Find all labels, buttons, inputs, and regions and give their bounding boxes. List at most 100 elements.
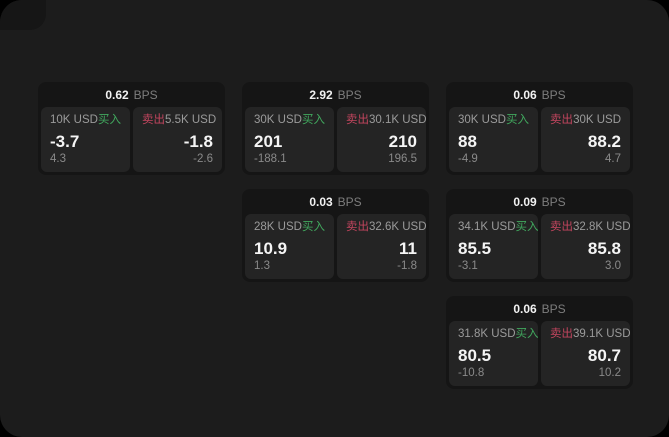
bps-unit-label: BPS (541, 194, 566, 209)
sell-price: 11 (399, 238, 417, 258)
quote-card: 0.62 BPS 10K USD 买入 -3.7 4.3 卖出 5.5K USD (38, 82, 225, 175)
buy-change: -188.1 (254, 152, 287, 165)
quote-card-body: 10K USD 买入 -3.7 4.3 卖出 5.5K USD -1.8 -2.… (41, 107, 222, 172)
buy-side-label: 买入 (302, 114, 325, 126)
corner-app-icon[interactable] (0, 0, 46, 30)
bps-unit-label: BPS (337, 194, 362, 209)
sell-side-label: 卖出 (550, 328, 573, 340)
buy-panel-top: 30K USD 买入 (254, 114, 325, 127)
buy-panel[interactable]: 28K USD 买入 10.9 1.3 (245, 214, 334, 279)
quote-card: 0.06 BPS 30K USD 买入 88 -4.9 卖出 30K USD (446, 82, 633, 175)
buy-change: 4.3 (50, 152, 66, 165)
sell-price: -1.8 (183, 131, 213, 151)
buy-side-label: 买入 (98, 114, 121, 126)
sell-panel[interactable]: 卖出 39.1K USD 80.7 10.2 (541, 321, 631, 386)
sell-amount: 39.1K USD (573, 328, 631, 340)
bps-value: 0.06 (513, 301, 537, 316)
buy-price: 80.5 (458, 345, 492, 365)
buy-panel-top: 31.8K USD 买入 (458, 328, 539, 341)
sell-price: 80.7 (587, 345, 621, 365)
bps-value: 0.62 (105, 87, 129, 102)
buy-price: 85.5 (458, 238, 492, 258)
sell-amount: 30.1K USD (369, 114, 427, 126)
buy-panel-top: 28K USD 买入 (254, 221, 325, 234)
quote-card: 0.06 BPS 31.8K USD 买入 80.5 -10.8 卖出 39.1… (446, 296, 633, 389)
sell-panel[interactable]: 卖出 30.1K USD 210 196.5 (337, 107, 427, 172)
bps-header: 0.09 BPS (449, 189, 630, 214)
bps-value: 0.09 (513, 194, 537, 209)
buy-panel[interactable]: 30K USD 买入 88 -4.9 (449, 107, 538, 172)
sell-price: 88.2 (587, 131, 621, 151)
bps-value: 2.92 (309, 87, 333, 102)
buy-side-label: 买入 (515, 328, 539, 340)
bps-header: 0.06 BPS (449, 82, 630, 107)
bps-unit-label: BPS (541, 87, 566, 102)
buy-price: 10.9 (254, 238, 288, 258)
quote-card-body: 30K USD 买入 88 -4.9 卖出 30K USD 88.2 4.7 (449, 107, 630, 172)
buy-amount: 34.1K USD (458, 221, 516, 233)
sell-panel-top: 卖出 39.1K USD (550, 328, 631, 341)
buy-amount: 30K USD (254, 114, 302, 126)
buy-amount: 31.8K USD (458, 328, 516, 340)
quote-card-body: 34.1K USD 买入 85.5 -3.1 卖出 32.8K USD 85.8… (449, 214, 631, 279)
buy-panel-top: 30K USD 买入 (458, 114, 529, 127)
buy-change: -3.1 (458, 259, 478, 272)
buy-panel-top: 34.1K USD 买入 (458, 221, 539, 234)
quote-card-grid: 0.62 BPS 10K USD 买入 -3.7 4.3 卖出 5.5K USD (38, 82, 633, 389)
sell-panel[interactable]: 卖出 32.8K USD 85.8 3.0 (541, 214, 631, 279)
sell-change: -2.6 (193, 152, 213, 165)
sell-change: 196.5 (388, 152, 417, 165)
buy-side-label: 买入 (515, 221, 539, 233)
buy-panel[interactable]: 30K USD 买入 201 -188.1 (245, 107, 334, 172)
sell-side-label: 卖出 (550, 114, 573, 126)
sell-amount: 32.8K USD (573, 221, 631, 233)
bps-value: 0.03 (309, 194, 333, 209)
buy-amount: 28K USD (254, 221, 302, 233)
sell-change: -1.8 (397, 259, 417, 272)
bps-header: 0.62 BPS (41, 82, 222, 107)
sell-panel[interactable]: 卖出 5.5K USD -1.8 -2.6 (133, 107, 222, 172)
sell-panel-top: 卖出 32.8K USD (550, 221, 631, 234)
bps-header: 0.06 BPS (449, 296, 630, 321)
sell-price: 85.8 (587, 238, 621, 258)
sell-change: 4.7 (605, 152, 621, 165)
quote-card: 0.03 BPS 28K USD 买入 10.9 1.3 卖出 32.6K US… (242, 189, 429, 282)
sell-change: 3.0 (605, 259, 621, 272)
quote-card: 0.09 BPS 34.1K USD 买入 85.5 -3.1 卖出 32.8K… (446, 189, 633, 282)
quote-card-body: 30K USD 买入 201 -188.1 卖出 30.1K USD 210 1… (245, 107, 427, 172)
sell-amount: 5.5K USD (165, 114, 217, 126)
buy-amount: 10K USD (50, 114, 98, 126)
sell-panel[interactable]: 卖出 32.6K USD 11 -1.8 (337, 214, 427, 279)
bps-unit-label: BPS (337, 87, 362, 102)
quote-card-body: 28K USD 买入 10.9 1.3 卖出 32.6K USD 11 -1.8 (245, 214, 427, 279)
buy-panel[interactable]: 34.1K USD 买入 85.5 -3.1 (449, 214, 539, 279)
buy-panel[interactable]: 10K USD 买入 -3.7 4.3 (41, 107, 130, 172)
bps-unit-label: BPS (541, 301, 566, 316)
buy-change: -4.9 (458, 152, 478, 165)
buy-price: -3.7 (50, 131, 80, 151)
sell-panel[interactable]: 卖出 30K USD 88.2 4.7 (541, 107, 630, 172)
sell-side-label: 卖出 (550, 221, 573, 233)
quote-card-body: 31.8K USD 买入 80.5 -10.8 卖出 39.1K USD 80.… (449, 321, 631, 386)
bps-header: 0.03 BPS (245, 189, 426, 214)
quote-card: 2.92 BPS 30K USD 买入 201 -188.1 卖出 30.1K … (242, 82, 429, 175)
buy-price: 88 (458, 131, 477, 151)
bps-unit-label: BPS (133, 87, 158, 102)
bps-value: 0.06 (513, 87, 537, 102)
sell-side-label: 卖出 (346, 114, 369, 126)
buy-side-label: 买入 (302, 221, 325, 233)
buy-amount: 30K USD (458, 114, 506, 126)
buy-change: 1.3 (254, 259, 270, 272)
sell-price: 210 (388, 131, 417, 151)
buy-panel[interactable]: 31.8K USD 买入 80.5 -10.8 (449, 321, 539, 386)
sell-panel-top: 卖出 30K USD (550, 114, 621, 127)
sell-side-label: 卖出 (346, 221, 369, 233)
sell-panel-top: 卖出 30.1K USD (346, 114, 427, 127)
buy-price: 201 (254, 131, 283, 151)
sell-change: 10.2 (598, 366, 621, 379)
sell-amount: 30K USD (573, 114, 621, 126)
buy-change: -10.8 (458, 366, 485, 379)
sell-panel-top: 卖出 5.5K USD (142, 114, 217, 127)
buy-panel-top: 10K USD 买入 (50, 114, 121, 127)
